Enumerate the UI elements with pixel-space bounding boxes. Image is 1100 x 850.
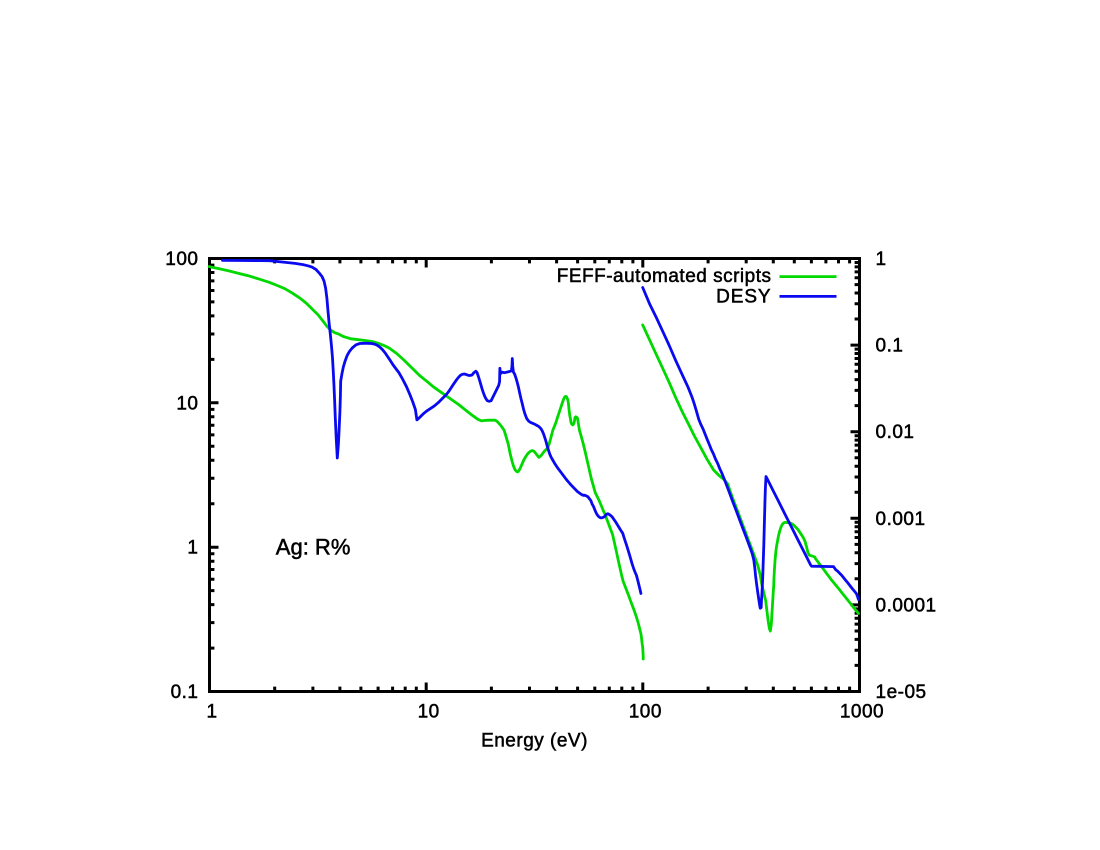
svg-text:1e-05: 1e-05 [876, 682, 927, 703]
svg-text:0.01: 0.01 [876, 422, 915, 443]
svg-text:DESY: DESY [716, 286, 771, 307]
svg-text:0.1: 0.1 [171, 682, 199, 703]
svg-text:Ag: R%: Ag: R% [276, 535, 351, 560]
svg-text:10: 10 [418, 702, 440, 723]
svg-text:100: 100 [165, 249, 198, 270]
svg-text:FEFF-automated scripts: FEFF-automated scripts [557, 266, 772, 287]
svg-text:0.001: 0.001 [876, 509, 926, 530]
svg-text:100: 100 [629, 702, 662, 723]
svg-text:1: 1 [876, 249, 887, 270]
svg-text:0.1: 0.1 [876, 336, 904, 357]
svg-text:1000: 1000 [840, 702, 884, 723]
svg-text:1: 1 [206, 702, 217, 723]
svg-text:0.0001: 0.0001 [876, 595, 937, 616]
svg-text:10: 10 [176, 393, 198, 414]
svg-text:1: 1 [187, 538, 198, 559]
svg-text:Energy (eV): Energy (eV) [481, 731, 588, 752]
